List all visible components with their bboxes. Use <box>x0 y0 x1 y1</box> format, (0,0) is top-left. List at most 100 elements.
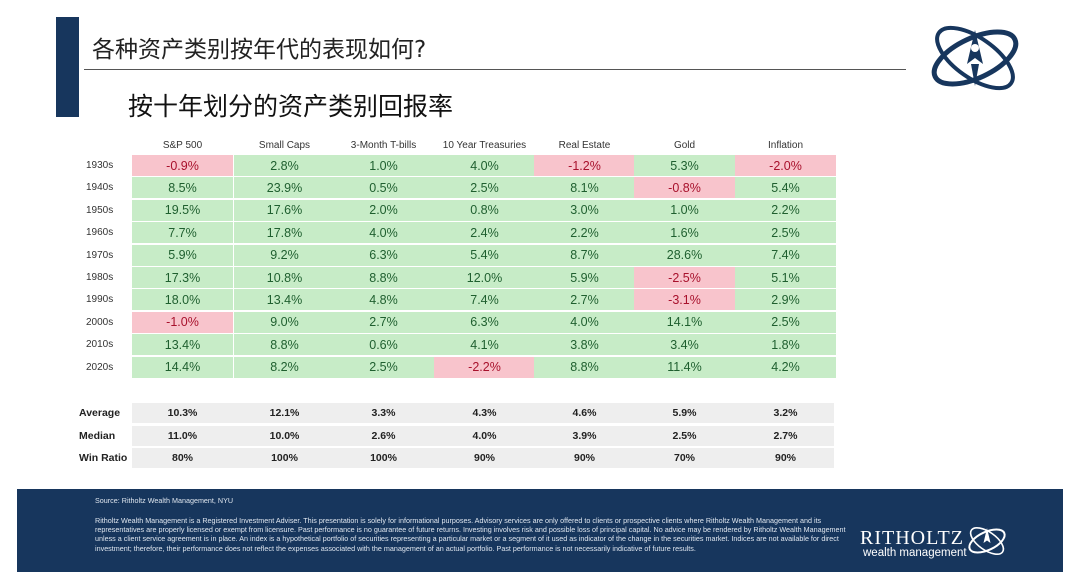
summary-cell-win-ratio-small-caps: 100% <box>271 452 298 465</box>
page-title: 各种资产类别按年代的表现如何? <box>92 37 427 63</box>
return-cell-2010s-gold: 3.4% <box>634 334 735 356</box>
return-cell-2010s-10-year-treasuries: 4.1% <box>434 334 535 356</box>
summary-label-average: Average <box>79 407 121 419</box>
brand-tagline: wealth management <box>863 547 967 559</box>
brand-name: RITHOLTZ <box>860 527 964 549</box>
return-cell-1970s-3-month-t-bills: 6.3% <box>333 244 434 266</box>
return-cell-1990s-s-p-500: 18.0% <box>132 289 233 311</box>
return-cell-1980s-small-caps: 10.8% <box>234 267 335 288</box>
summary-cell-win-ratio-real-estate: 90% <box>573 452 595 465</box>
return-cell-1980s-real-estate: 5.9% <box>534 267 635 288</box>
return-cell-1960s-10-year-treasuries: 2.4% <box>434 222 535 244</box>
row-header-1940s: 1940s <box>86 182 114 194</box>
return-cell-1940s-gold: -0.8% <box>634 177 735 199</box>
return-cell-1970s-10-year-treasuries: 5.4% <box>434 244 535 266</box>
summary-cell-median-3-month-t-bills: 2.6% <box>371 429 396 442</box>
return-cell-1990s-3-month-t-bills: 4.8% <box>333 289 434 311</box>
summary-cell-median-10-year-treasuries: 4.0% <box>472 429 497 442</box>
return-cell-2010s-3-month-t-bills: 0.6% <box>333 334 434 356</box>
return-cell-1980s-gold: -2.5% <box>634 267 735 288</box>
summary-label-median: Median <box>79 429 116 442</box>
return-cell-1990s-real-estate: 2.7% <box>534 289 635 311</box>
return-cell-1950s-3-month-t-bills: 2.0% <box>333 199 434 221</box>
return-cell-1940s-s-p-500: 8.5% <box>132 177 233 199</box>
return-cell-1950s-inflation: 2.2% <box>735 199 836 221</box>
summary-cell-average-real-estate: 4.6% <box>572 407 597 419</box>
ritholtz-mark-icon <box>968 527 1006 555</box>
return-cell-1930s-gold: 5.3% <box>634 155 735 176</box>
summary-cell-median-small-caps: 10.0% <box>269 429 300 442</box>
summary-cell-average-inflation: 3.2% <box>773 407 798 419</box>
return-cell-2020s-real-estate: 8.8% <box>534 356 635 378</box>
return-cell-1940s-small-caps: 23.9% <box>234 177 335 199</box>
summary-cell-win-ratio-s-p-500: 80% <box>171 452 193 465</box>
column-header-10-year-treasuries: 10 Year Treasuries <box>442 140 527 151</box>
return-cell-1990s-gold: -3.1% <box>634 289 735 311</box>
return-cell-1950s-gold: 1.0% <box>634 199 735 221</box>
title-divider <box>84 69 906 70</box>
return-cell-2000s-inflation: 2.5% <box>735 311 836 333</box>
return-cell-2020s-inflation: 4.2% <box>735 356 836 378</box>
column-header-small-caps: Small Caps <box>258 140 311 151</box>
return-cell-1950s-s-p-500: 19.5% <box>132 199 233 221</box>
row-header-1970s: 1970s <box>86 249 114 261</box>
return-cell-2000s-3-month-t-bills: 2.7% <box>333 311 434 333</box>
return-cell-2000s-gold: 14.1% <box>634 311 735 333</box>
return-cell-1960s-gold: 1.6% <box>634 222 735 244</box>
return-cell-2020s-s-p-500: 14.4% <box>132 356 233 378</box>
return-cell-1930s-10-year-treasuries: 4.0% <box>434 155 535 176</box>
return-cell-2020s-10-year-treasuries: -2.2% <box>434 356 535 378</box>
row-header-1930s: 1930s <box>86 160 114 171</box>
return-cell-2000s-10-year-treasuries: 6.3% <box>434 311 535 333</box>
return-cell-2010s-real-estate: 3.8% <box>534 334 635 356</box>
summary-cell-average-gold: 5.9% <box>672 407 697 419</box>
summary-cell-average-s-p-500: 10.3% <box>167 407 198 419</box>
row-header-2010s: 2010s <box>86 339 114 351</box>
title-accent-bar <box>56 17 79 117</box>
return-cell-1950s-10-year-treasuries: 0.8% <box>434 199 535 221</box>
return-cell-1930s-s-p-500: -0.9% <box>132 155 233 176</box>
disclaimer-text: Ritholtz Wealth Management is a Register… <box>95 516 846 553</box>
return-cell-2000s-s-p-500: -1.0% <box>132 311 233 333</box>
row-header-1960s: 1960s <box>86 227 114 239</box>
return-cell-2010s-s-p-500: 13.4% <box>132 334 233 356</box>
summary-cell-win-ratio-3-month-t-bills: 100% <box>370 452 397 465</box>
return-cell-1970s-real-estate: 8.7% <box>534 244 635 266</box>
row-header-1990s: 1990s <box>86 294 114 306</box>
row-header-2020s: 2020s <box>86 361 114 373</box>
summary-cell-win-ratio-inflation: 90% <box>774 452 796 465</box>
column-header-3-month-t-bills: 3-Month T-bills <box>350 140 417 151</box>
return-cell-1990s-10-year-treasuries: 7.4% <box>434 289 535 311</box>
return-cell-1970s-inflation: 7.4% <box>735 244 836 266</box>
summary-label-win-ratio: Win Ratio <box>79 452 128 465</box>
return-cell-2020s-3-month-t-bills: 2.5% <box>333 356 434 378</box>
summary-cell-median-s-p-500: 11.0% <box>167 429 198 442</box>
row-header-2000s: 2000s <box>86 316 114 328</box>
return-cell-2020s-small-caps: 8.2% <box>234 356 335 378</box>
column-header-real-estate: Real Estate <box>558 140 611 151</box>
return-cell-1970s-s-p-500: 5.9% <box>132 244 233 266</box>
ritholtz-logo-icon <box>931 25 1019 91</box>
footer: Source: Ritholtz Wealth Management, NYU … <box>17 489 1063 572</box>
return-cell-2000s-real-estate: 4.0% <box>534 311 635 333</box>
column-header-s-p-500: S&P 500 <box>162 140 203 151</box>
return-cell-1970s-gold: 28.6% <box>634 244 735 266</box>
table-title: 按十年划分的资产类别回报率 <box>128 92 454 121</box>
summary-row-band <box>132 425 834 446</box>
return-cell-1990s-small-caps: 13.4% <box>234 289 335 311</box>
return-cell-1930s-small-caps: 2.8% <box>234 155 335 176</box>
return-cell-1980s-3-month-t-bills: 8.8% <box>333 267 434 288</box>
row-header-1980s: 1980s <box>86 272 114 283</box>
return-cell-1960s-real-estate: 2.2% <box>534 222 635 244</box>
return-cell-1930s-3-month-t-bills: 1.0% <box>333 155 434 176</box>
return-cell-2010s-small-caps: 8.8% <box>234 334 335 356</box>
return-cell-1980s-10-year-treasuries: 12.0% <box>434 267 535 288</box>
return-cell-1950s-real-estate: 3.0% <box>534 199 635 221</box>
column-header-gold: Gold <box>673 140 696 151</box>
column-header-inflation: Inflation <box>767 140 804 151</box>
summary-cell-median-inflation: 2.7% <box>773 429 798 442</box>
return-cell-2010s-inflation: 1.8% <box>735 334 836 356</box>
return-cell-1940s-10-year-treasuries: 2.5% <box>434 177 535 199</box>
summary-cell-average-small-caps: 12.1% <box>269 407 300 419</box>
return-cell-1940s-real-estate: 8.1% <box>534 177 635 199</box>
